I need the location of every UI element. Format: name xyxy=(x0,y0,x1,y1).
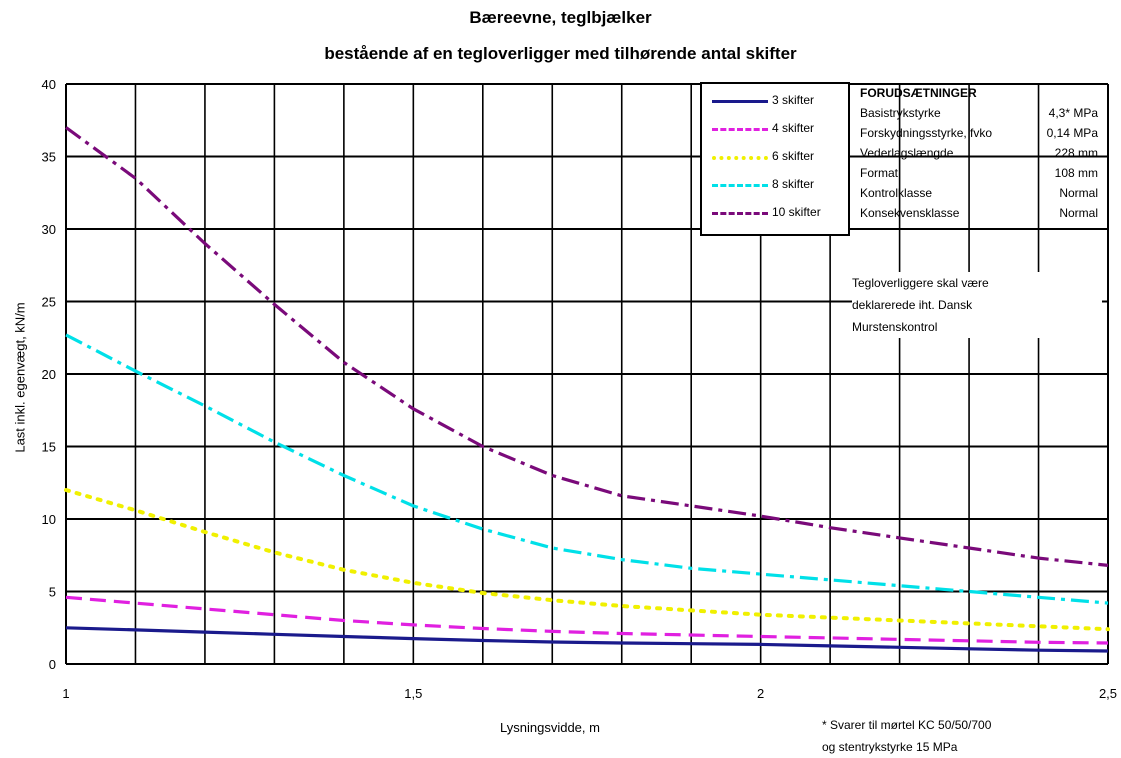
chart-title: Bæreevne, teglbjælker xyxy=(469,8,652,27)
declaration-note: Tegloverliggere skal være deklarerede ih… xyxy=(852,272,1102,338)
chart-tick-labels: 0 5 10 15 20 25 30 35 40 1 1,5 2 2,5 xyxy=(42,77,1118,701)
assumptions-heading: FORUDSÆTNINGER xyxy=(860,86,977,100)
y-tick-label: 25 xyxy=(42,295,56,310)
assumption-row: Konsekvensklasse Normal xyxy=(860,203,1098,223)
y-tick-label: 15 xyxy=(42,440,56,455)
x-tick-label: 2,5 xyxy=(1099,686,1117,701)
assumption-key: Kontrolklasse xyxy=(860,186,933,200)
assumption-row: Forskydningsstyrke, fvko 0,14 MPa xyxy=(860,123,1098,143)
footnote-line: * Svarer til mørtel KC 50/50/700 xyxy=(822,718,992,732)
y-tick-label: 40 xyxy=(42,77,56,92)
assumption-row: Vederlagslængde 228 mm xyxy=(860,143,1098,163)
assumption-value: 4,3* MPa xyxy=(1048,106,1098,120)
series-line-4 xyxy=(65,333,1109,605)
legend-swatch xyxy=(712,156,768,160)
legend-label: 3 skifter xyxy=(772,93,815,107)
y-tick-label: 0 xyxy=(49,657,56,672)
y-tick-label: 35 xyxy=(42,150,56,165)
series-line-3 xyxy=(64,488,1110,632)
legend-swatch xyxy=(712,184,768,187)
legend-swatch xyxy=(712,128,768,131)
y-tick-label: 20 xyxy=(42,367,56,382)
series-line-1 xyxy=(65,626,1109,653)
assumption-key: Format xyxy=(860,166,899,180)
footnote: * Svarer til mørtel KC 50/50/700 og sten… xyxy=(822,714,991,758)
assumption-row: Basistrykstyrke 4,3* MPa xyxy=(860,103,1098,123)
note-line: Tegloverliggere skal være xyxy=(852,276,989,290)
x-axis-label: Lysningsvidde, m xyxy=(500,720,600,735)
note-line: deklarerede iht. Dansk xyxy=(852,298,973,312)
legend-label: 4 skifter xyxy=(772,121,815,135)
assumption-value: 108 mm xyxy=(1054,166,1098,180)
y-axis-label: Last inkl. egenvægt, kN/m xyxy=(12,302,28,453)
series-line-2 xyxy=(65,595,1109,645)
assumption-key: Konsekvensklasse xyxy=(860,206,960,220)
y-tick-label: 5 xyxy=(49,585,56,600)
assumption-row: Kontrolklasse Normal xyxy=(860,183,1098,203)
chart-legend: 3 skifter 4 skifter 6 skifter 8 skifter … xyxy=(700,82,850,236)
legend-item-6: 6 skifter xyxy=(702,146,848,168)
series-line-5 xyxy=(65,126,1109,567)
legend-item-4: 4 skifter xyxy=(702,118,848,140)
footnote-line: og stentrykstyrke 15 MPa xyxy=(822,740,958,754)
legend-label: 6 skifter xyxy=(772,149,815,163)
assumption-key: Basistrykstyrke xyxy=(860,106,941,120)
legend-label: 10 skifter xyxy=(772,205,821,219)
legend-swatch xyxy=(712,212,768,215)
legend-item-10: 10 skifter xyxy=(702,202,848,224)
assumption-key: Forskydningsstyrke, fvko xyxy=(860,126,993,140)
legend-swatch xyxy=(712,100,768,103)
x-tick-label: 1 xyxy=(62,686,69,701)
assumption-value: Normal xyxy=(1059,206,1098,220)
note-line: Murstenskontrol xyxy=(852,320,938,334)
legend-label: 8 skifter xyxy=(772,177,815,191)
chart-subtitle: bestående af en tegloverligger med tilhø… xyxy=(324,44,797,63)
legend-item-8: 8 skifter xyxy=(702,174,848,196)
assumption-key: Vederlagslængde xyxy=(860,146,954,160)
assumption-value: Normal xyxy=(1059,186,1098,200)
x-tick-label: 1,5 xyxy=(404,686,422,701)
assumption-value: 228 mm xyxy=(1054,146,1098,160)
y-tick-label: 10 xyxy=(42,512,56,527)
assumption-row: Format 108 mm xyxy=(860,163,1098,183)
chart-series xyxy=(64,126,1110,653)
assumption-value: 0,14 MPa xyxy=(1046,126,1098,140)
x-tick-label: 2 xyxy=(757,686,764,701)
legend-item-3: 3 skifter xyxy=(702,90,848,112)
y-tick-label: 30 xyxy=(42,222,56,237)
assumptions-panel: FORUDSÆTNINGER Basistrykstyrke 4,3* MPa F… xyxy=(860,83,1098,223)
